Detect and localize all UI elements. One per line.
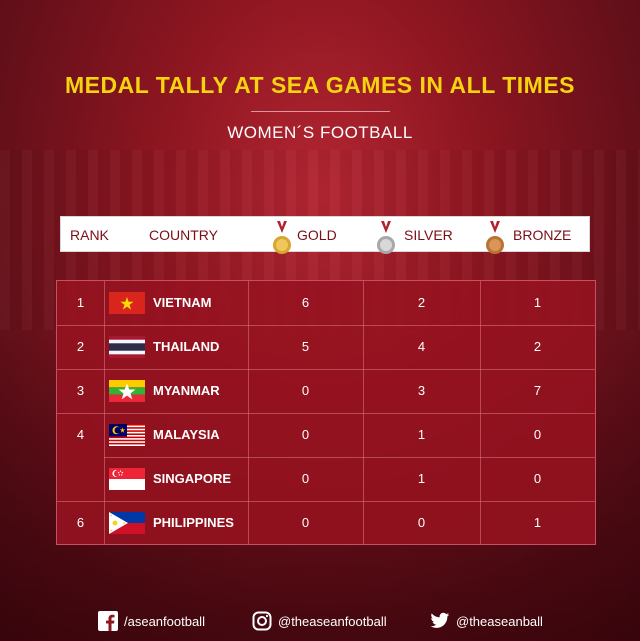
country-name: PHILIPPINES — [153, 515, 234, 530]
country-name: MALAYSIA — [153, 427, 220, 442]
rank-cell: 6 — [76, 515, 85, 530]
table-row: 2 THAILAND 5 4 2 — [57, 325, 595, 369]
bronze-cell: 2 — [533, 339, 542, 354]
country-name: THAILAND — [153, 339, 220, 354]
header-country: COUNTRY — [149, 227, 218, 243]
social-footer: /aseanfootball @theaseanfootball @thease… — [0, 606, 640, 636]
vietnam-flag-icon — [109, 292, 145, 314]
gold-medal-icon — [273, 221, 291, 254]
page-title: MEDAL TALLY AT SEA GAMES IN ALL TIMES — [64, 72, 576, 98]
gold-cell: 5 — [301, 339, 310, 354]
bronze-cell: 7 — [533, 383, 542, 398]
country-name: MYANMAR — [153, 383, 220, 398]
twitter-handle: @theaseanball — [456, 613, 543, 629]
rank-cell: 2 — [76, 339, 85, 354]
twitter-icon — [430, 612, 450, 628]
bronze-medal-icon — [486, 221, 504, 254]
header-silver: SILVER — [404, 227, 453, 243]
header-rank: RANK — [70, 227, 109, 243]
table-row: 4 MALAYSIA 0 1 0 — [57, 413, 595, 457]
bronze-cell: 1 — [533, 295, 542, 310]
table-row: 1 VIETNAM 6 2 1 — [57, 281, 595, 325]
instagram-icon — [252, 611, 272, 631]
malaysia-flag-icon — [109, 424, 145, 446]
facebook-icon — [98, 611, 118, 631]
gold-cell: 0 — [301, 471, 310, 486]
rank-cell — [57, 457, 104, 501]
row-divider — [57, 325, 595, 326]
silver-cell: 4 — [417, 339, 426, 354]
row-divider — [104, 457, 595, 458]
page-subtitle: WOMEN´S FOOTBALL — [227, 123, 413, 142]
column-divider — [363, 281, 364, 544]
silver-cell: 1 — [417, 427, 426, 442]
row-divider — [57, 413, 595, 414]
header-gold: GOLD — [297, 227, 337, 243]
rank-cell: 3 — [76, 383, 85, 398]
silver-cell: 3 — [417, 383, 426, 398]
column-divider — [480, 281, 481, 544]
table-row: 6 PHILIPPINES 0 0 1 — [57, 501, 595, 545]
gold-cell: 0 — [301, 515, 310, 530]
rank-cell: 1 — [76, 295, 85, 310]
table-row: SINGAPORE 0 1 0 — [57, 457, 595, 501]
philippines-flag-icon — [109, 512, 145, 534]
silver-cell: 1 — [417, 471, 426, 486]
facebook-link[interactable]: /aseanfootball — [98, 606, 205, 636]
bronze-cell: 0 — [533, 471, 542, 486]
myanmar-flag-icon — [109, 380, 145, 402]
gold-cell: 0 — [301, 383, 310, 398]
title-divider — [251, 111, 390, 112]
gold-cell: 6 — [301, 295, 310, 310]
bronze-cell: 0 — [533, 427, 542, 442]
medal-table: 1 VIETNAM 6 2 1 2 THAILAND 5 4 2 3 MYANM… — [56, 280, 596, 545]
column-divider — [104, 281, 105, 544]
silver-cell: 2 — [417, 295, 426, 310]
row-divider — [57, 501, 595, 502]
table-header: RANK COUNTRY GOLD SILVER BRONZE — [60, 216, 590, 254]
instagram-link[interactable]: @theaseanfootball — [252, 606, 387, 636]
column-divider — [248, 281, 249, 544]
table-row: 3 MYANMAR 0 3 7 — [57, 369, 595, 413]
header-bronze: BRONZE — [513, 227, 572, 243]
gold-cell: 0 — [301, 427, 310, 442]
facebook-handle: /aseanfootball — [124, 613, 205, 629]
country-name: VIETNAM — [153, 295, 212, 310]
bronze-cell: 1 — [533, 515, 542, 530]
instagram-handle: @theaseanfootball — [278, 613, 387, 629]
singapore-flag-icon — [109, 468, 145, 490]
silver-medal-icon — [377, 221, 395, 254]
silver-cell: 0 — [417, 515, 426, 530]
twitter-link[interactable]: @theaseanball — [430, 606, 543, 636]
thailand-flag-icon — [109, 336, 145, 358]
country-name: SINGAPORE — [153, 471, 232, 486]
row-divider — [57, 369, 595, 370]
rank-cell: 4 — [76, 427, 85, 442]
